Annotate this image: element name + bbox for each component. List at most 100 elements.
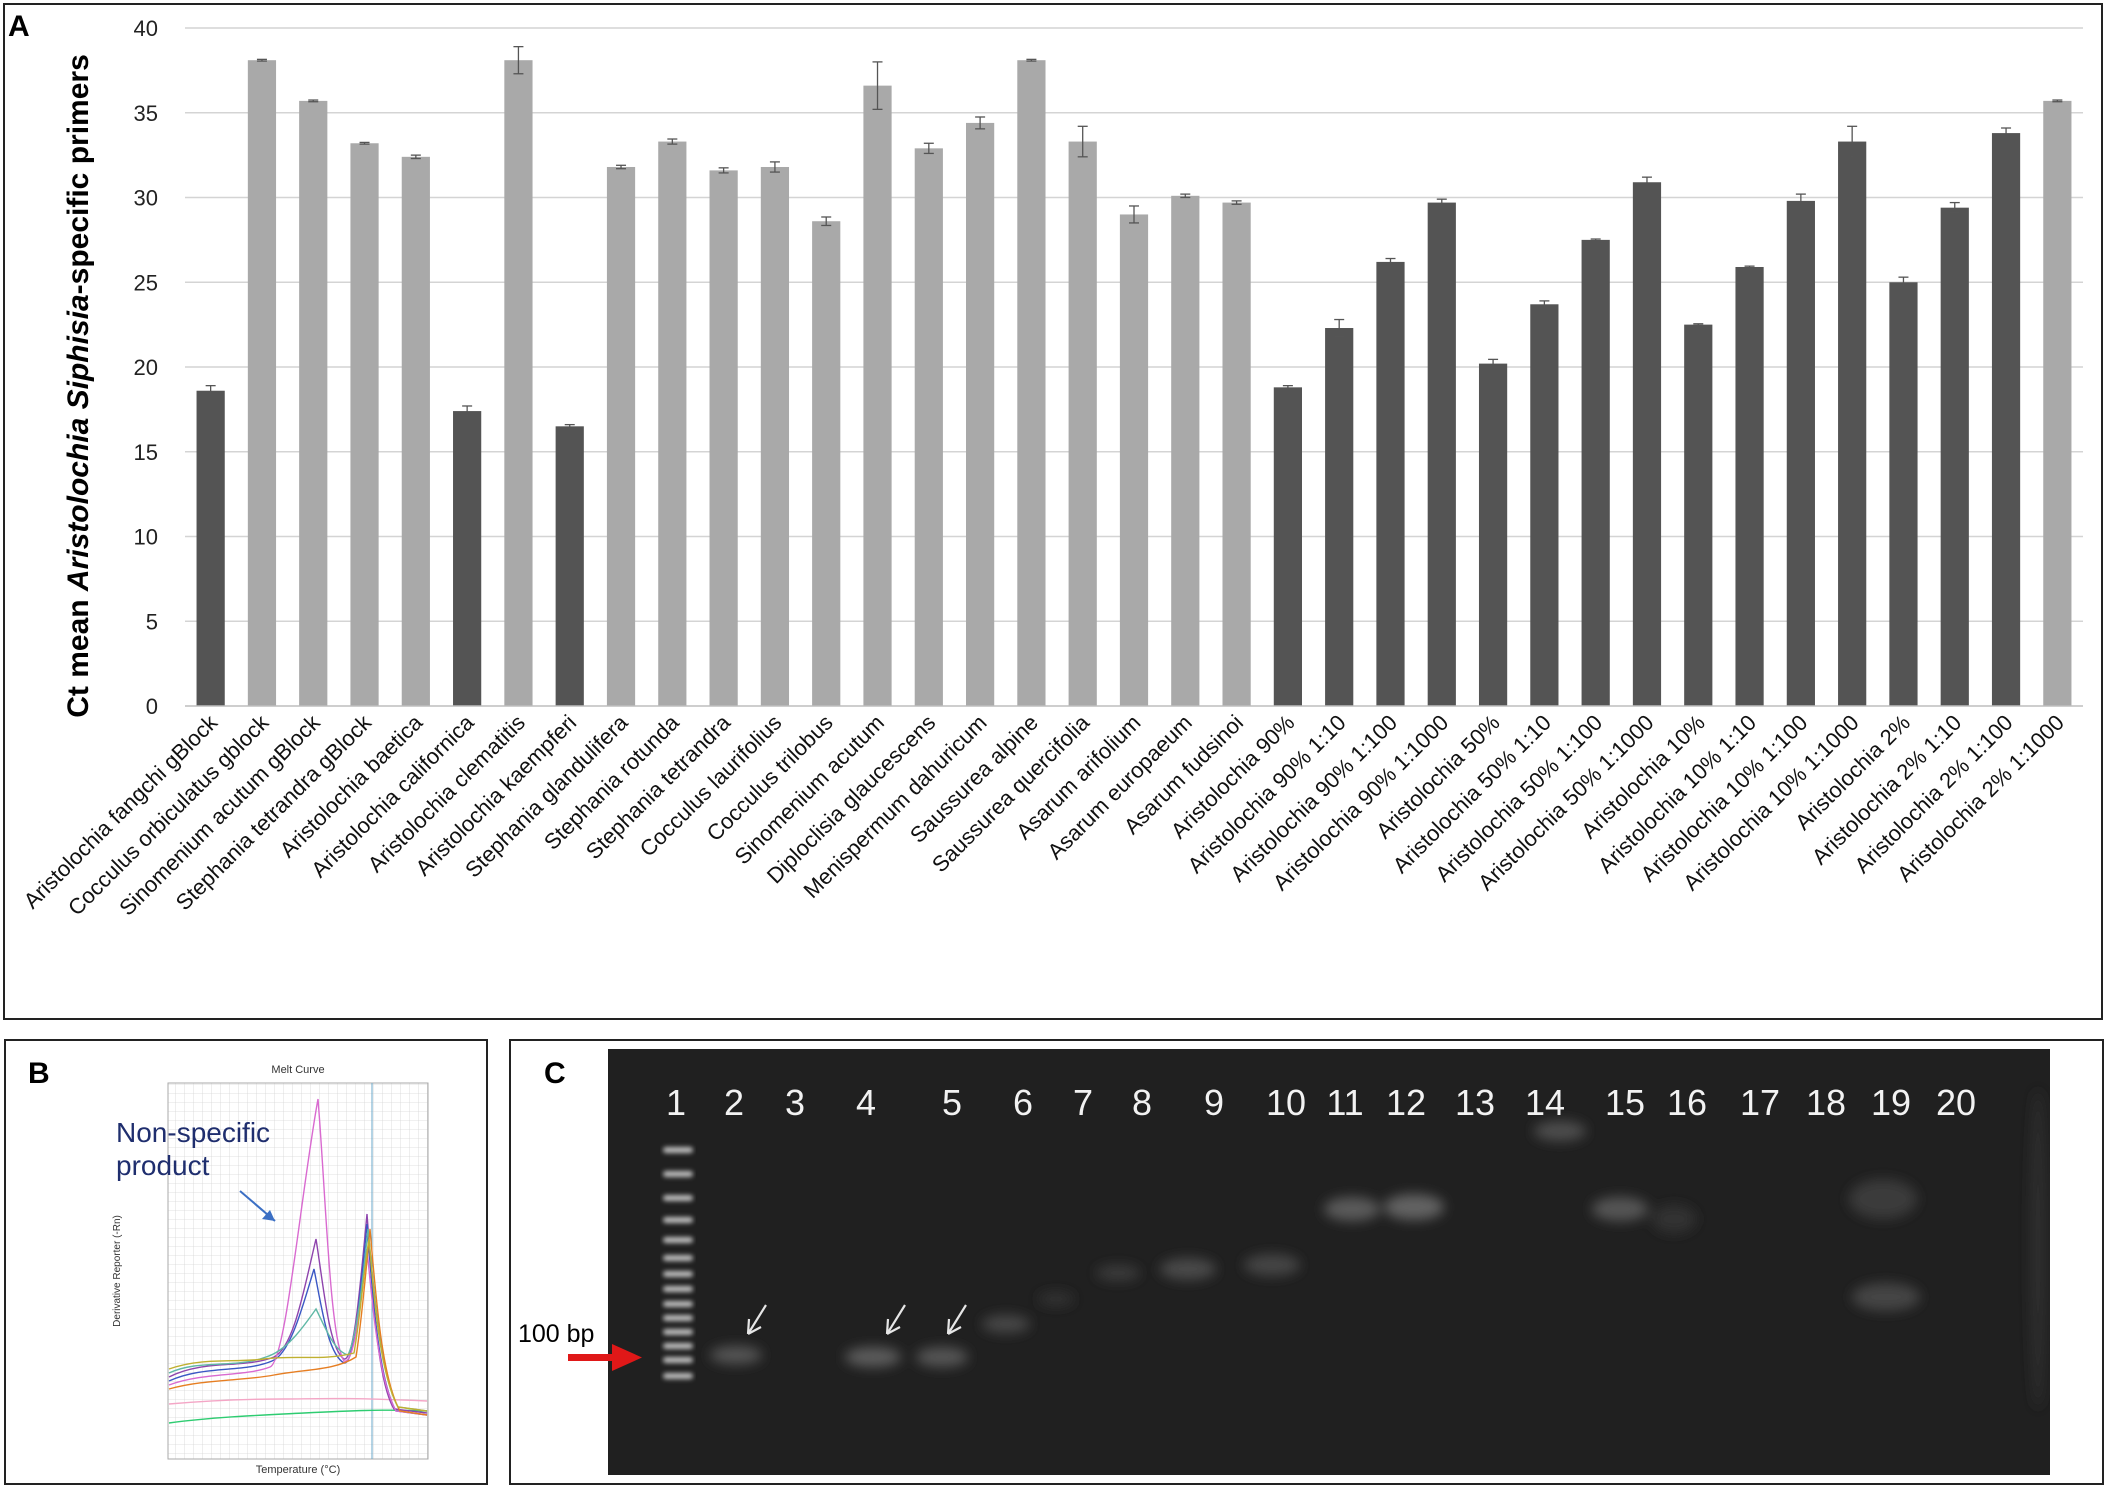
bar [760,166,790,707]
error-bar [1385,257,1396,266]
error-bar [308,99,319,103]
bar [1068,141,1097,706]
bars [196,60,2072,707]
panel-c-letter: C [544,1057,566,1090]
gel-lane-number: 9 [1203,1082,1225,1123]
bar [1684,324,1713,706]
error-bar [1847,125,1858,158]
bar [1427,202,1456,706]
bar [914,148,943,707]
gel-image [608,1049,2050,1475]
bar [606,166,636,707]
gel-lane-number: 10 [1265,1082,1307,1123]
bar [247,60,277,706]
marker-label: 100 bp [518,1320,595,1348]
error-bar [359,141,370,145]
error-bar [667,138,678,145]
y-axis-label: Ct mean Aristolochia Siphisia-specific p… [62,54,95,718]
error-bar [1282,384,1293,390]
error-bar [975,116,986,130]
error-bar [205,384,216,397]
bar [1735,266,1764,706]
panel-b-letter: B [28,1057,50,1090]
gel-lane-number: 4 [855,1082,877,1123]
error-bar [1488,358,1499,369]
sample-bands [710,1089,2046,1409]
bar [1838,141,1867,706]
bar [1325,328,1354,706]
error-bar [872,61,883,111]
gel-lane-number: 2 [723,1082,745,1123]
bar [555,426,584,706]
error-bar [1436,198,1447,207]
error-bar [1641,176,1652,188]
bar [350,143,379,706]
melt-x-axis-label: Temperature (°C) [256,1464,340,1476]
annotation-arrowhead [262,1210,275,1221]
melt-y-axis-label: Derivative Reporter (-Rn) [112,1215,123,1327]
bar [453,411,482,706]
ladder-lane [663,1147,693,1379]
error-bar [616,164,627,170]
bar [196,390,225,706]
error-bar [410,154,421,160]
gel-lane-number: 11 [1326,1082,1364,1123]
gel-lane-number: 17 [1739,1082,1781,1123]
error-bar [769,161,780,173]
panel-a-letter: A [8,10,30,43]
gel-lane-number: 20 [1935,1082,1977,1123]
gel-lane-number: 16 [1666,1082,1708,1123]
error-bar [923,142,934,155]
error-bar [1693,323,1704,327]
bar [1171,195,1200,706]
error-bar [1334,318,1345,338]
gel-lane-number: 5 [941,1082,963,1123]
gel-lane-number: 6 [1012,1082,1034,1123]
x-tick-label: Cocculus orbiculatus gblock [63,709,274,920]
melt-curves [168,1098,428,1424]
bar [1119,214,1149,706]
bar [1376,261,1405,706]
marker-arrow [568,1344,642,1371]
non-specific-label-line1: Non-specific [116,1117,270,1148]
error-bar [718,167,729,174]
error-bar [1129,205,1139,224]
bar [1530,304,1559,706]
gel-lane-number: 19 [1870,1082,1912,1123]
y-tick-label: 35 [134,101,158,126]
gel-lane-number: 14 [1524,1082,1566,1123]
error-bar [256,58,267,62]
y-tick-label: 15 [134,440,158,465]
gel-lane-number: 18 [1805,1082,1847,1123]
error-bar [1077,125,1088,158]
gel-lane-number: 13 [1454,1082,1496,1123]
y-tick-label: 30 [134,186,158,211]
bar [2043,100,2072,706]
error-bar [1539,300,1550,309]
y-tick-label: 0 [146,694,158,719]
gel-bands [663,1089,2046,1409]
melt-curve-plot: Melt Curve Derivative Reporter (-Rn) Tem… [112,1064,429,1476]
bar [709,170,738,706]
non-specific-label-line2: product [116,1150,210,1181]
bar [401,156,430,706]
band-arrows [746,1304,967,1335]
bar [1222,202,1251,706]
error-bars [205,45,2063,429]
bar [966,122,995,707]
bar [504,60,533,706]
bar [1017,60,1046,706]
y-tick-label: 5 [146,609,158,634]
error-bar [2001,127,2012,139]
bar [1478,363,1508,706]
melt-curve-title: Melt Curve [271,1064,324,1076]
bar-chart: 0 5 10 15 20 25 30 35 40 Aristolochia fangchi gB… [19,16,2083,920]
y-tick-labels: 0 5 10 15 20 25 30 35 40 [134,16,158,719]
x-tick-label: Sinomenium acutum gBlock [114,709,325,920]
bar [1991,133,2021,707]
bar [1273,387,1302,706]
y-tick-label: 40 [134,16,158,41]
bar [1889,282,1918,706]
gel-lane-number: 8 [1131,1082,1153,1123]
